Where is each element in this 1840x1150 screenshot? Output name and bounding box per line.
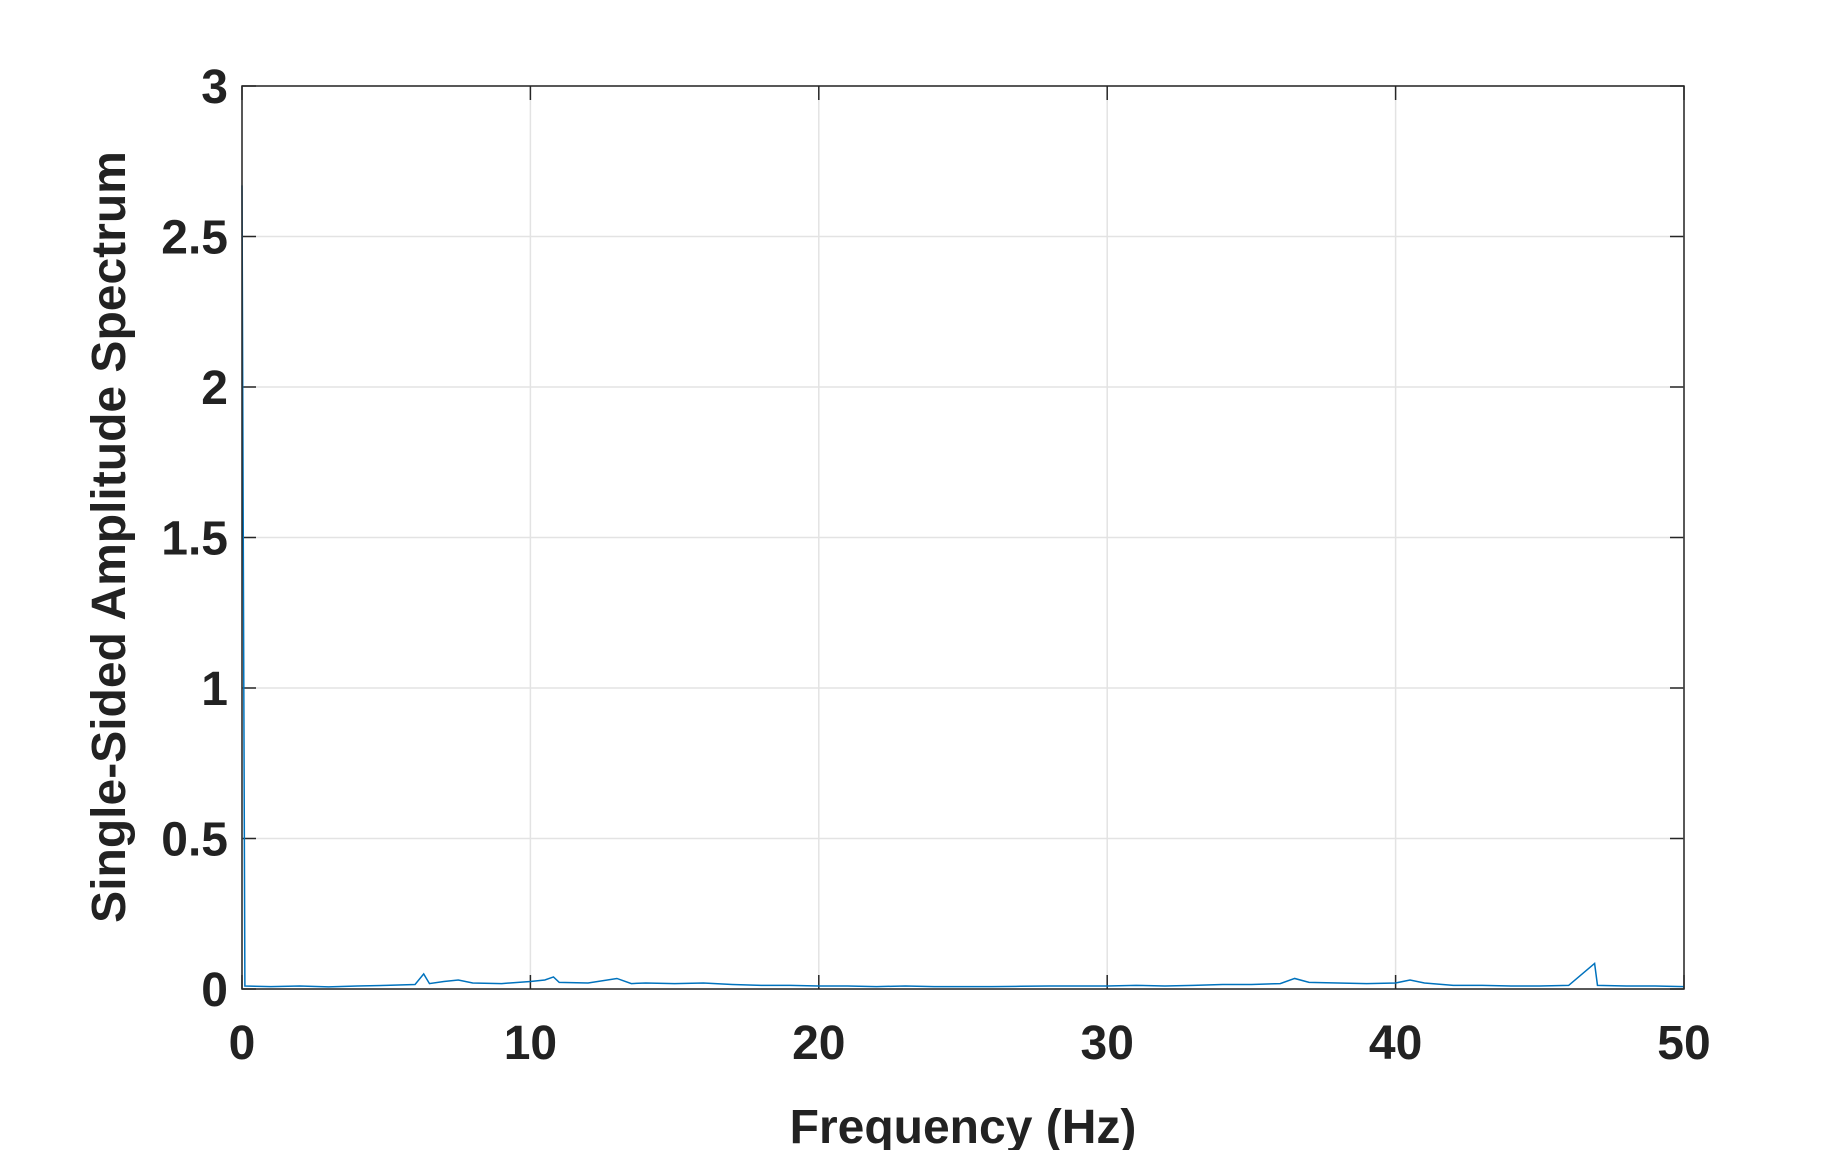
x-tick-label: 20	[792, 1017, 845, 1070]
data-line	[241, 185, 1685, 988]
y-tick-label: 1.5	[161, 513, 228, 566]
y-axis-label: Single-Sided Amplitude Spectrum	[83, 151, 136, 923]
y-tick-label: 2.5	[161, 212, 228, 265]
x-tick-label: 0	[229, 1017, 256, 1070]
x-tick-label: 30	[1081, 1017, 1134, 1070]
x-axis-label: Frequency (Hz)	[790, 1101, 1137, 1150]
y-tick-label: 3	[201, 61, 228, 114]
y-tick-label: 0	[201, 964, 228, 1017]
plot-frame	[241, 85, 1685, 990]
x-tick-label: 10	[504, 1017, 557, 1070]
y-tick-label: 2	[201, 362, 228, 415]
y-tick-label: 0.5	[161, 814, 228, 867]
y-tick-label: 1	[201, 663, 228, 716]
x-tick-label: 40	[1369, 1017, 1422, 1070]
x-tick-label: 50	[1657, 1017, 1710, 1070]
